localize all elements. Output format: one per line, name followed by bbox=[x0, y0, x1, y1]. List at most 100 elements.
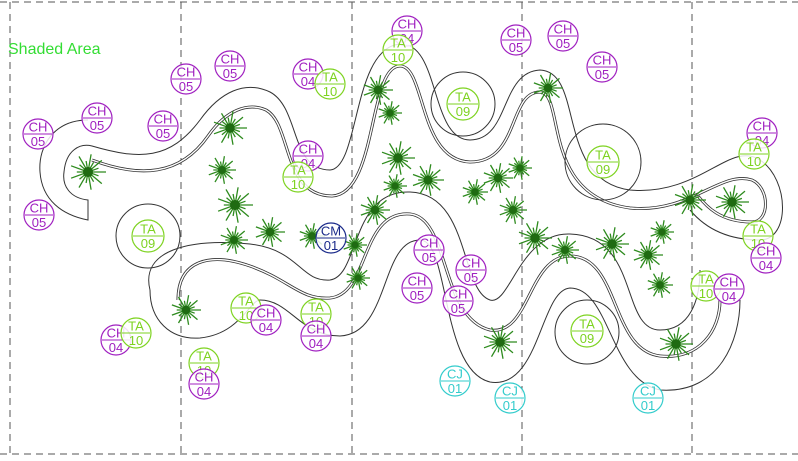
tag-number: 01 bbox=[503, 398, 517, 413]
tree-symbol bbox=[633, 240, 663, 270]
tag-number: 10 bbox=[129, 333, 143, 348]
tag-number: 05 bbox=[556, 36, 570, 51]
tree-symbol bbox=[171, 295, 201, 325]
tag-code: TA bbox=[196, 349, 212, 364]
tree-symbol bbox=[647, 272, 673, 298]
tag-number: 09 bbox=[596, 162, 610, 177]
tag-code: TA bbox=[390, 36, 406, 51]
tag-code: CH bbox=[307, 322, 326, 337]
tree-symbols bbox=[70, 73, 749, 361]
tag-number: 04 bbox=[259, 320, 273, 335]
tree-symbol bbox=[483, 325, 517, 359]
tag-code: TA bbox=[238, 294, 254, 309]
tag-number: 05 bbox=[179, 79, 193, 94]
tag-code: CH bbox=[753, 119, 772, 134]
tag-code: TA bbox=[579, 317, 595, 332]
tree-symbol bbox=[674, 184, 706, 216]
tag-number: 05 bbox=[595, 67, 609, 82]
tag-code: TA bbox=[746, 140, 762, 155]
tree-symbol bbox=[213, 111, 247, 145]
tag-code: TA bbox=[308, 300, 324, 315]
tag-code: CH bbox=[299, 142, 318, 157]
tag-code: CH bbox=[593, 53, 612, 68]
tag-number: 09 bbox=[580, 331, 594, 346]
tag-number: 05 bbox=[509, 40, 523, 55]
serpentine-path bbox=[39, 43, 783, 391]
tree-symbol bbox=[595, 227, 629, 261]
tag-code: TA bbox=[128, 319, 144, 334]
tag-code: TA bbox=[322, 70, 338, 85]
shaded-area-label: Shaded Area bbox=[8, 41, 101, 58]
tag-code: TA bbox=[595, 148, 611, 163]
tag-number: 10 bbox=[291, 177, 305, 192]
tag-number: 05 bbox=[422, 250, 436, 265]
tag-code: CH bbox=[195, 370, 214, 385]
tag-number: 04 bbox=[722, 289, 736, 304]
tree-symbol bbox=[659, 327, 693, 361]
tree-symbol bbox=[70, 154, 106, 190]
tree-symbol bbox=[255, 217, 285, 247]
tag-code: CH bbox=[408, 274, 427, 289]
tag-code: CH bbox=[154, 112, 173, 127]
tree-symbol bbox=[518, 221, 552, 255]
tree-symbol bbox=[551, 236, 579, 264]
tag-code: CH bbox=[720, 275, 739, 290]
tag-number: 01 bbox=[324, 238, 338, 253]
tag-code: CH bbox=[398, 17, 417, 32]
tag-code: TA bbox=[140, 222, 156, 237]
tag-code: TA bbox=[455, 90, 471, 105]
tag-code: TA bbox=[698, 272, 714, 287]
tag-number: 05 bbox=[156, 126, 170, 141]
planting-island-circle bbox=[554, 299, 620, 365]
path-center-gap-lower bbox=[177, 213, 721, 357]
tag-code: CM bbox=[321, 224, 341, 239]
tag-number: 05 bbox=[223, 66, 237, 81]
tag-number: 04 bbox=[197, 384, 211, 399]
tree-symbol bbox=[220, 226, 248, 254]
tag-number: 05 bbox=[31, 134, 45, 149]
tag-code: CH bbox=[299, 60, 318, 75]
tag-code: CH bbox=[507, 26, 526, 41]
tree-symbol bbox=[533, 73, 563, 103]
tag-number: 10 bbox=[391, 50, 405, 65]
planting-island-circle bbox=[564, 123, 642, 201]
tag-number: 10 bbox=[747, 154, 761, 169]
tag-number: 05 bbox=[410, 288, 424, 303]
tree-symbol bbox=[360, 195, 390, 225]
tree-symbol bbox=[343, 233, 367, 257]
tag-code: CH bbox=[107, 326, 126, 341]
tag-code: CJ bbox=[502, 384, 518, 399]
tag-code: CJ bbox=[640, 384, 656, 399]
tag-number: 09 bbox=[456, 104, 470, 119]
tag-number: 01 bbox=[448, 381, 462, 396]
tag-number: 09 bbox=[141, 236, 155, 251]
tree-symbol bbox=[217, 187, 253, 223]
tree-symbol bbox=[499, 196, 527, 224]
tree-symbol bbox=[383, 174, 407, 198]
tag-code: TA bbox=[290, 163, 306, 178]
tag-number: 10 bbox=[699, 286, 713, 301]
